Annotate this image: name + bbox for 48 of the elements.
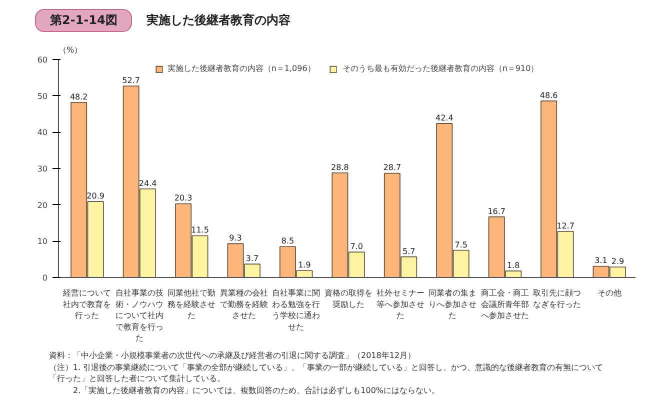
data-label: 2.9 [611, 256, 624, 266]
text: 2.「実施した後継者教育の内容」については、複数回答のため、合計は必ずしも100%にはならない。 [72, 384, 441, 395]
data-label: 3.7 [246, 254, 259, 264]
x-tick-label: 自社事業に関わる勉強を行う学校に通わせた [272, 288, 320, 332]
data-label: 9.3 [229, 234, 242, 243]
data-label: 11.5 [191, 226, 209, 235]
data-label: 48.2 [70, 92, 88, 102]
data-label: 28.8 [331, 162, 349, 172]
data-label: 20.3 [174, 194, 192, 203]
chart-title: 実施した後継者教育の内容 [146, 13, 290, 27]
data-label: 52.7 [122, 76, 140, 86]
x-tick-label: 資格の取得を奨励した [324, 288, 372, 309]
data-label: 12.7 [556, 221, 574, 230]
legend-label: そのうち最も有効だった後継者教育の内容（n＝910） [342, 63, 539, 74]
text: （注）1. 引退後の事業継続について「事業の全部が継続している」、「事業の一部が継続している」と回答し、かつ、意識的な後継者教育の有無について「行った」と回答した者について集計している。 [49, 362, 604, 385]
data-label: 42.4 [435, 113, 454, 122]
data-label: 7.0 [350, 242, 364, 252]
data-label: 48.6 [540, 90, 558, 100]
data-label: 24.4 [138, 178, 157, 188]
x-tick-label: 社外セミナー等へ参加させた [376, 288, 425, 320]
y-tick-label: 40 [37, 128, 48, 138]
data-label: 5.7 [402, 246, 416, 256]
text: 資料：「中小企業・小規模事業者の次世代への承継及び経営者の引退に関する調査」（2018年12月） [49, 350, 417, 362]
x-tick-label: 同業他社で勤務を経験させた [168, 288, 216, 320]
x-tick-label: 経営について社内で教育を行った [62, 288, 112, 320]
data-label: 28.7 [383, 163, 402, 172]
y-tick-label: 20 [37, 200, 48, 210]
data-label: 16.7 [488, 206, 506, 216]
y-tick-label: 0 [42, 274, 48, 282]
x-tick-label: 取引先に顔つなぎを行った [533, 288, 582, 309]
data-label: 8.5 [281, 236, 294, 246]
x-tick-label: 商工会・商工会議所青年部へ参加させた [480, 288, 529, 320]
legend-label: 実施した後継者教育の内容（n＝1,096） [167, 63, 316, 74]
x-tick-label: その他 [597, 288, 622, 298]
x-tick-label: 同業者の集まりへ参加させた [428, 288, 477, 320]
data-label: 7.5 [454, 240, 468, 250]
x-tick-label: 自社事業の技術・ノウハウについて社内で教育を行った [115, 288, 164, 342]
data-label: 20.9 [86, 192, 104, 201]
data-label: 1.8 [506, 260, 520, 270]
y-axis-title: （%） [58, 46, 82, 54]
y-tick-label: 50 [37, 92, 48, 101]
y-tick-label: 30 [37, 164, 48, 174]
y-tick-label: 60 [37, 56, 48, 64]
data-label: 3.1 [594, 256, 608, 266]
data-label: 1.9 [298, 260, 311, 270]
x-tick-label: 異業種の会社で勤務を経験させた [220, 288, 268, 320]
text: 第2-1-14図 [35, 9, 132, 32]
y-tick-label: 10 [37, 237, 48, 246]
